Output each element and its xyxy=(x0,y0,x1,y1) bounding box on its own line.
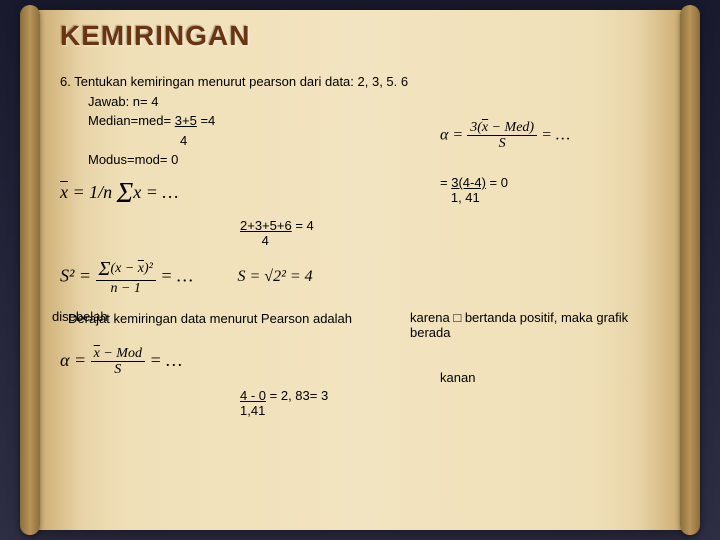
problem-number: 6. xyxy=(60,74,71,89)
mean-calc: 2+3+5+6 = 4 4 xyxy=(240,218,660,248)
kanan-text: kanan xyxy=(440,370,640,385)
problem-text: Tentukan kemiringan menurut pearson dari… xyxy=(74,74,408,89)
slide-content: KEMIRINGAN 6. Tentukan kemiringan menuru… xyxy=(60,20,660,520)
modus-line: Modus=mod= 0 xyxy=(88,150,660,170)
derajat-block: disebelah Derajat kemiringan data menuru… xyxy=(60,311,660,326)
disebelah-text: disebelah xyxy=(52,309,108,324)
alpha-med-formula: α = 3(x − Med)S = … xyxy=(440,120,570,152)
jawab-line: Jawab: n= 4 xyxy=(88,92,660,112)
slide-title: KEMIRINGAN xyxy=(60,20,660,52)
derajat-text: Derajat kemiringan data menurut Pearson … xyxy=(68,311,352,326)
alpha-med-formula-block: α = 3(x − Med)S = … xyxy=(440,120,640,152)
s-calc: S = √2² = 4 xyxy=(238,268,313,285)
med-calc: = 3(4-4) = 0 1, 41 xyxy=(440,175,640,205)
s2-formula: S² = Σ(x − x)²n − 1 = … S = √2² = 4 xyxy=(60,258,660,296)
alpha-calc: 4 - 0 = 2, 83= 3 1,41 xyxy=(240,388,660,418)
